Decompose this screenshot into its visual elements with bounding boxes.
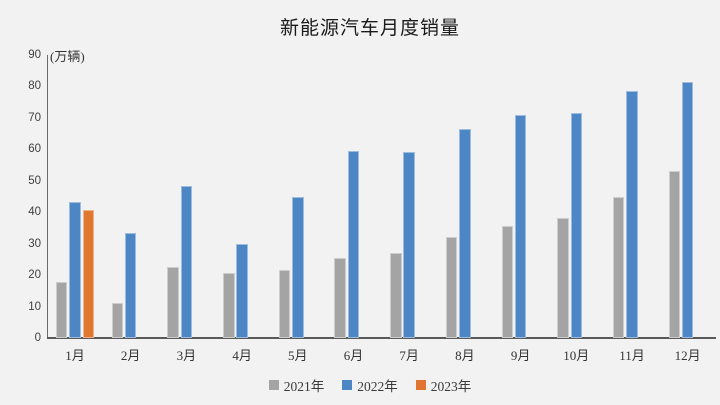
y-tick-label: 10	[28, 300, 41, 313]
x-tick-label-12月: 12月	[674, 348, 701, 363]
legend-item-2023年: 2023年	[415, 375, 472, 395]
y-tick-label: 90	[28, 49, 41, 61]
bar-2022年-2月	[124, 232, 137, 338]
x-tick-label-7月: 7月	[399, 348, 419, 363]
bar-2022年-12月	[681, 82, 694, 338]
legend-swatch-icon	[268, 380, 279, 390]
bar-2021年-11月	[612, 196, 625, 338]
y-tick-label: 50	[28, 174, 41, 187]
bar-2022年-10月	[570, 113, 583, 338]
bar-2022年-11月	[626, 90, 638, 338]
legend-swatch-icon	[342, 380, 353, 390]
bar-2021年-10月	[557, 217, 569, 338]
bar-2021年-5月	[278, 269, 291, 338]
x-tick-label-8月: 8月	[455, 348, 475, 363]
y-tick-label: 0	[34, 332, 41, 344]
x-tick-label-6月: 6月	[343, 348, 364, 363]
bar-2022年-1月	[69, 202, 81, 338]
bar-2023年-1月	[82, 209, 95, 338]
chart-title: 新能源汽车月度销量	[279, 18, 460, 39]
x-tick-label-4月: 4月	[232, 348, 252, 363]
y-axis-line	[47, 55, 48, 339]
bar-2021年-7月	[390, 252, 402, 338]
bar-2022年-7月	[403, 151, 415, 338]
y-tick-label: 40	[28, 206, 41, 219]
x-tick-label-2月: 2月	[120, 348, 141, 363]
legend-label: 2023年	[430, 379, 472, 394]
y-tick-label: 60	[28, 143, 41, 156]
y-axis-unit-label: (万辆)	[50, 49, 85, 64]
x-tick-label-3月: 3月	[176, 348, 197, 363]
legend-item-2021年: 2021年	[268, 375, 325, 395]
legend-label: 2021年	[283, 379, 325, 394]
bar-2021年-9月	[501, 225, 514, 338]
legend-label: 2022年	[357, 379, 398, 394]
bar-2022年-6月	[347, 150, 360, 338]
legend-swatch-icon	[415, 380, 426, 390]
bar-2021年-4月	[223, 273, 235, 338]
legend-item-2022年: 2022年	[342, 375, 398, 395]
bar-2021年-8月	[445, 237, 458, 338]
bar-2021年-2月	[111, 303, 124, 338]
x-axis-line	[47, 337, 716, 339]
x-tick-label-5月: 5月	[288, 348, 308, 363]
bar-2022年-4月	[236, 243, 248, 338]
bar-2022年-9月	[514, 115, 527, 338]
bar-2022年-8月	[459, 128, 471, 338]
bar-2021年-3月	[167, 266, 179, 338]
bar-2021年-1月	[55, 281, 68, 338]
x-tick-label-11月: 11月	[619, 348, 645, 363]
x-tick-label-9月: 9月	[510, 348, 531, 363]
y-tick-label: 80	[28, 80, 41, 93]
x-tick-label-1月: 1月	[65, 348, 85, 363]
y-tick-label: 30	[28, 237, 41, 250]
bar-2022年-5月	[292, 197, 304, 338]
chart-legend: 2021年 2022年 2023年	[0, 376, 720, 394]
bar-2021年-6月	[334, 257, 346, 338]
y-tick-label: 70	[28, 111, 41, 124]
y-tick-label: 20	[28, 269, 41, 282]
x-tick-label-10月: 10月	[563, 348, 590, 363]
bar-2022年-3月	[180, 185, 193, 338]
bar-2021年-12月	[668, 171, 681, 338]
